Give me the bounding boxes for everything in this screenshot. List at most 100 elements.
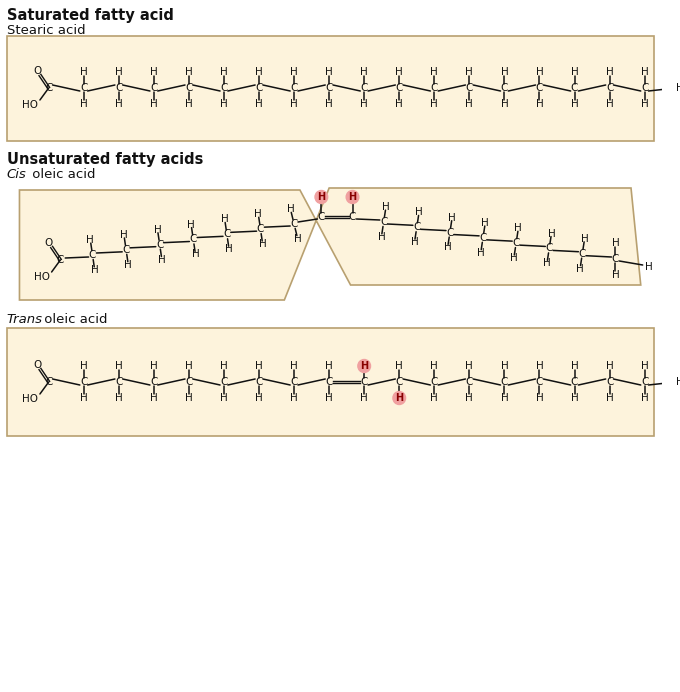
Text: H: H	[150, 361, 158, 371]
Text: H: H	[377, 232, 386, 242]
Text: H: H	[220, 67, 228, 77]
Text: Unsaturated fatty acids: Unsaturated fatty acids	[7, 152, 203, 167]
Text: H: H	[154, 225, 161, 235]
Text: H: H	[120, 230, 128, 240]
Text: O: O	[33, 66, 41, 76]
Text: H: H	[290, 361, 298, 371]
Text: C: C	[513, 238, 520, 248]
Text: H: H	[325, 393, 333, 403]
Text: H: H	[360, 393, 368, 403]
Text: C: C	[255, 377, 262, 387]
Text: C: C	[190, 235, 197, 244]
Text: H: H	[158, 255, 166, 264]
Text: H: H	[515, 224, 522, 233]
Text: C: C	[220, 377, 228, 387]
Text: H: H	[395, 67, 403, 77]
Polygon shape	[20, 188, 641, 300]
Text: H: H	[360, 99, 368, 109]
Text: H: H	[290, 67, 298, 77]
Text: H: H	[80, 393, 88, 403]
Text: H: H	[430, 99, 438, 109]
Text: C: C	[80, 83, 88, 93]
Text: C: C	[500, 83, 508, 93]
Text: HO: HO	[22, 100, 38, 110]
Text: H: H	[444, 242, 452, 253]
Text: H: H	[115, 393, 122, 403]
Text: H: H	[80, 99, 88, 109]
Text: H: H	[430, 393, 438, 403]
Text: H: H	[221, 215, 228, 224]
Text: C: C	[223, 229, 231, 239]
Text: H: H	[576, 264, 584, 273]
Text: C: C	[579, 248, 586, 259]
Text: H: H	[430, 67, 438, 77]
Text: C: C	[360, 377, 368, 387]
Text: H: H	[430, 361, 438, 371]
Text: C: C	[89, 250, 96, 260]
FancyBboxPatch shape	[7, 328, 654, 436]
Text: H: H	[150, 67, 158, 77]
Text: C: C	[326, 377, 333, 387]
Text: C: C	[545, 244, 553, 253]
Text: C: C	[185, 83, 192, 93]
Text: H: H	[543, 258, 551, 268]
Text: H: H	[411, 237, 418, 247]
Text: H: H	[220, 99, 228, 109]
Text: Cis: Cis	[7, 168, 27, 181]
Text: C: C	[150, 377, 158, 387]
Text: C: C	[413, 222, 420, 233]
Text: H: H	[645, 262, 652, 272]
Text: H: H	[185, 393, 193, 403]
FancyBboxPatch shape	[7, 36, 654, 141]
Text: C: C	[500, 377, 508, 387]
Text: C: C	[612, 254, 619, 264]
Text: H: H	[255, 361, 263, 371]
Text: H: H	[254, 210, 262, 219]
Text: H: H	[150, 99, 158, 109]
Text: C: C	[257, 224, 264, 234]
Text: C: C	[150, 83, 158, 93]
Text: C: C	[430, 377, 438, 387]
Text: H: H	[676, 83, 680, 93]
Text: H: H	[325, 67, 333, 77]
Text: H: H	[395, 393, 403, 403]
Text: H: H	[571, 393, 579, 403]
Text: H: H	[220, 393, 228, 403]
Text: H: H	[220, 361, 228, 371]
Text: H: H	[606, 393, 613, 403]
Text: Saturated fatty acid: Saturated fatty acid	[7, 8, 173, 23]
Text: H: H	[641, 393, 649, 403]
Text: H: H	[185, 67, 193, 77]
Text: H: H	[80, 361, 88, 371]
Text: H: H	[536, 393, 543, 403]
Text: H: H	[500, 393, 508, 403]
Text: H: H	[187, 219, 195, 230]
Text: C: C	[156, 239, 163, 250]
Text: H: H	[611, 238, 619, 248]
Text: H: H	[606, 67, 613, 77]
Text: H: H	[641, 99, 649, 109]
Text: H: H	[290, 99, 298, 109]
Text: H: H	[641, 67, 649, 77]
Text: O: O	[45, 238, 53, 248]
Text: H: H	[192, 249, 199, 260]
Text: C: C	[396, 377, 403, 387]
Text: H: H	[536, 67, 543, 77]
Text: C: C	[80, 377, 88, 387]
Text: C: C	[571, 377, 578, 387]
Text: H: H	[510, 253, 517, 263]
Text: C: C	[115, 377, 122, 387]
Text: C: C	[56, 255, 64, 265]
Text: C: C	[290, 377, 298, 387]
Circle shape	[315, 190, 328, 203]
Text: HO: HO	[34, 272, 50, 282]
Text: H: H	[466, 99, 473, 109]
Text: H: H	[325, 99, 333, 109]
Text: C: C	[326, 83, 333, 93]
Text: C: C	[45, 377, 52, 387]
Text: H: H	[318, 192, 326, 202]
Text: H: H	[255, 67, 263, 77]
Text: H: H	[536, 99, 543, 109]
Text: H: H	[500, 67, 508, 77]
Text: H: H	[477, 248, 485, 257]
